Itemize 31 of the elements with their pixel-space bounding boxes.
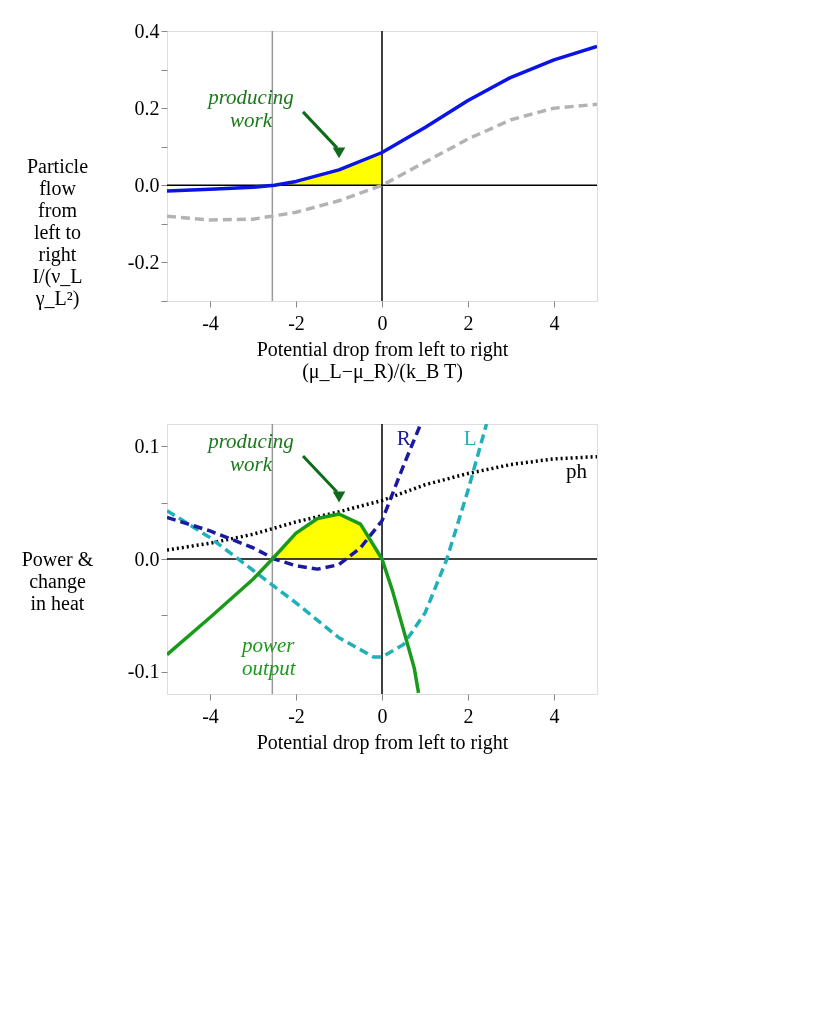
- y-tick-label: 0.0: [134, 173, 160, 196]
- x-tick-label: -2: [288, 704, 305, 727]
- annotation: producing work: [206, 429, 294, 476]
- series-label: power output: [240, 632, 297, 680]
- series-label: R: [396, 426, 411, 450]
- y-tick-label: 0.4: [134, 19, 160, 42]
- y-tick-label: -0.1: [127, 660, 160, 682]
- x-tick-label: -4: [202, 311, 219, 334]
- line-series: [167, 512, 421, 694]
- x-tick-label: 2: [463, 311, 474, 334]
- x-tick-label: 4: [549, 704, 560, 727]
- line-series: [167, 424, 489, 659]
- y-tick-label: -0.2: [127, 250, 160, 273]
- x-tick-label: -4: [202, 704, 219, 727]
- y-tick-label: 0.2: [134, 96, 160, 119]
- y-tick-label: 0.0: [134, 547, 160, 570]
- x-axis-title: Potential drop from left to right (μ_L−μ_R)/(k_B T): [256, 337, 509, 383]
- x-tick-label: -2: [288, 311, 305, 334]
- x-tick-label: 4: [549, 311, 560, 334]
- line-series: [167, 424, 423, 571]
- line-series: [167, 44, 597, 193]
- x-axis-title: Potential drop from left to right: [256, 730, 509, 754]
- x-tick-label: 0: [377, 704, 388, 727]
- annotation: producing work: [206, 84, 294, 132]
- x-tick-label: 0: [377, 311, 388, 334]
- series-label: ph: [566, 458, 588, 483]
- x-tick-label: 2: [463, 704, 474, 727]
- y-axis-title: Particle flow from left to right I/(ν_L γ_L²): [26, 154, 89, 310]
- series-label: L: [463, 426, 477, 450]
- y-axis-title: Power & change in heat: [21, 547, 94, 614]
- y-tick-label: 0.1: [134, 435, 160, 457]
